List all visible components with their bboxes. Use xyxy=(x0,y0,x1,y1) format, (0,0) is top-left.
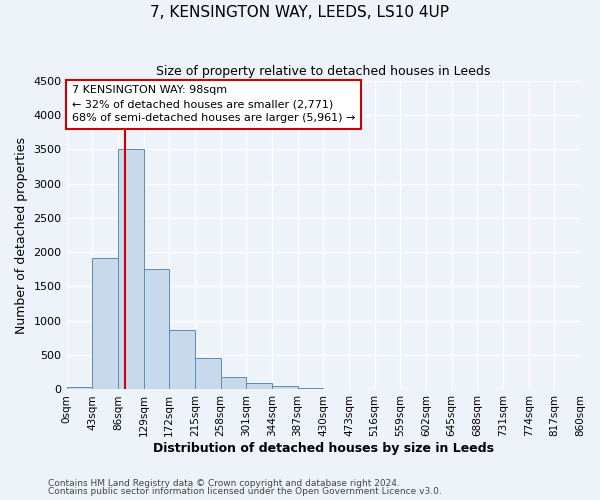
Bar xyxy=(221,378,246,390)
Text: Contains HM Land Registry data © Crown copyright and database right 2024.: Contains HM Land Registry data © Crown c… xyxy=(48,478,400,488)
Bar xyxy=(143,268,169,390)
Bar xyxy=(169,330,195,390)
Text: 7, KENSINGTON WAY, LEEDS, LS10 4UP: 7, KENSINGTON WAY, LEEDS, LS10 4UP xyxy=(151,5,449,20)
Bar xyxy=(67,388,92,390)
Text: Contains public sector information licensed under the Open Government Licence v3: Contains public sector information licen… xyxy=(48,487,442,496)
Bar xyxy=(118,149,143,390)
Bar xyxy=(195,358,221,390)
Text: 7 KENSINGTON WAY: 98sqm
← 32% of detached houses are smaller (2,771)
68% of semi: 7 KENSINGTON WAY: 98sqm ← 32% of detache… xyxy=(71,85,355,123)
Bar xyxy=(92,258,118,390)
Bar xyxy=(246,383,272,390)
Bar xyxy=(298,388,323,390)
Bar xyxy=(272,386,298,390)
X-axis label: Distribution of detached houses by size in Leeds: Distribution of detached houses by size … xyxy=(153,442,494,455)
Title: Size of property relative to detached houses in Leeds: Size of property relative to detached ho… xyxy=(156,65,490,78)
Bar xyxy=(323,389,349,390)
Y-axis label: Number of detached properties: Number of detached properties xyxy=(15,136,28,334)
